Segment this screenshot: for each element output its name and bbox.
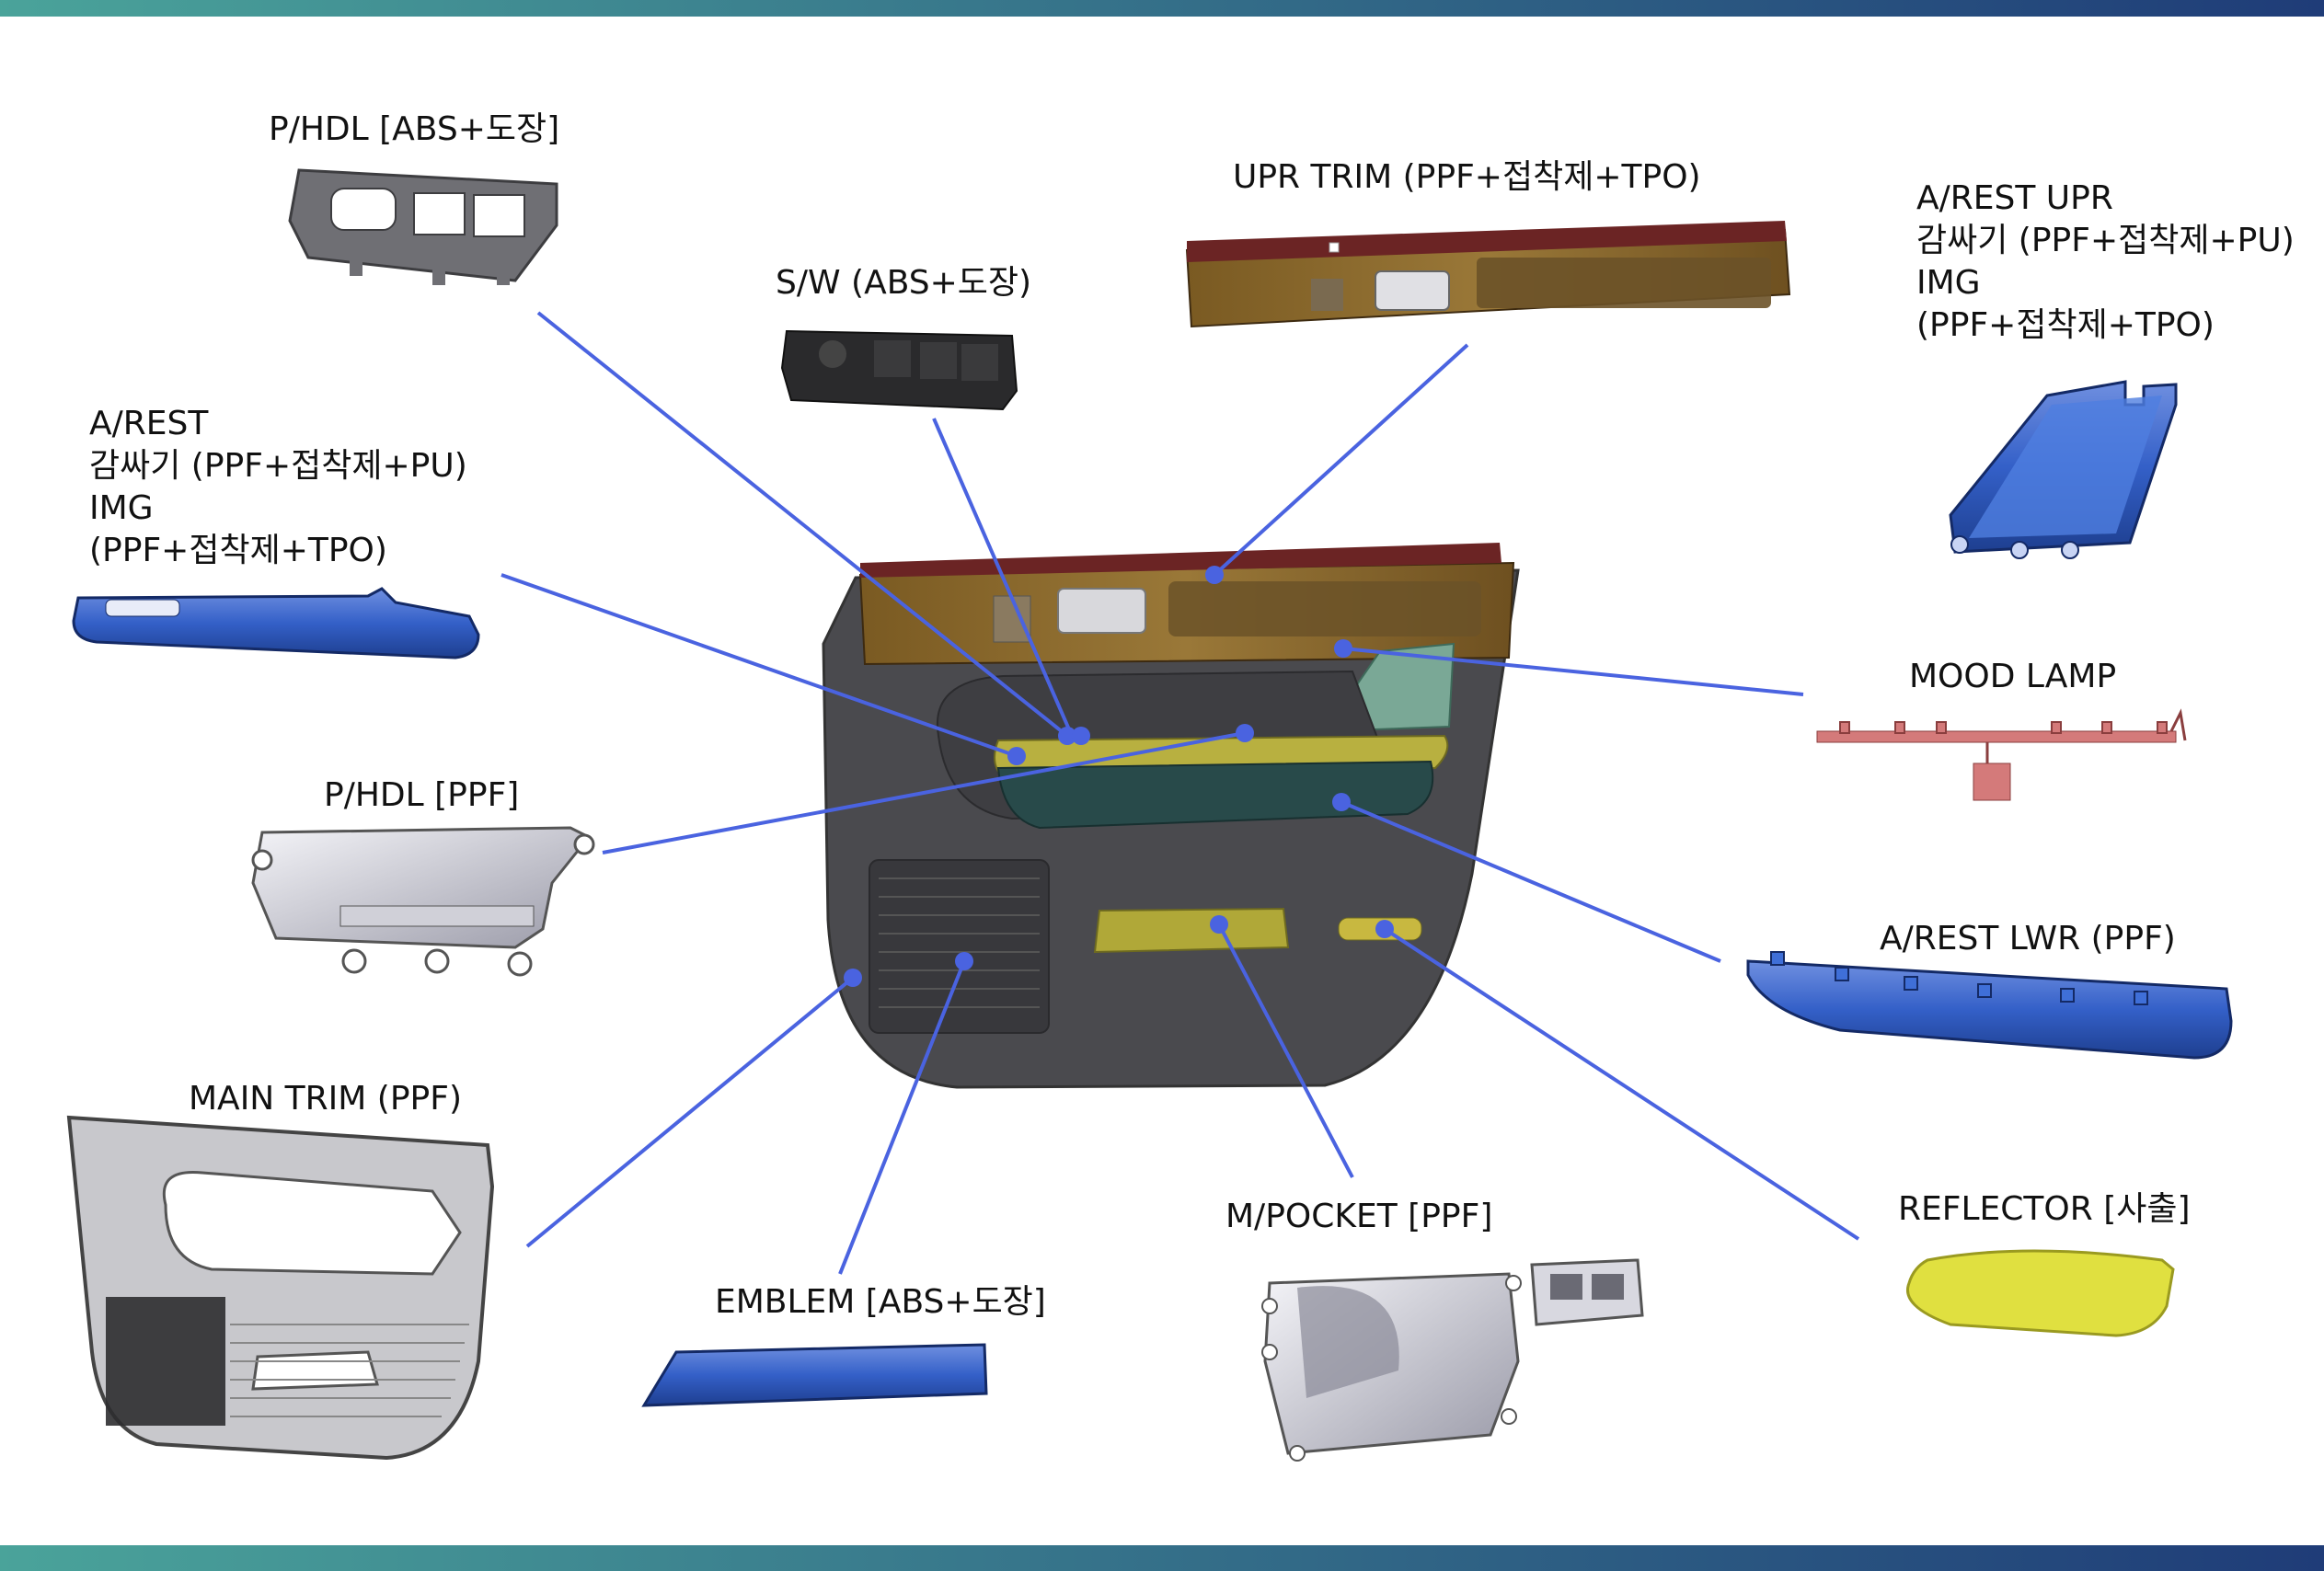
top-gradient-band [0, 0, 2324, 17]
reflector-part [1906, 1249, 2175, 1337]
upper-trim-pad [1168, 581, 1481, 636]
label-phdl-abs: P/HDL [ABS+도장] [269, 110, 560, 148]
leader-sw [932, 418, 1074, 737]
leader-phdl-abs [536, 311, 1069, 738]
label-reflector: REFLECTOR [사출] [1898, 1190, 2191, 1228]
label-arest-upr-line2: 감싸기 (PPF+접착제+PU) [1916, 222, 2295, 259]
map-pocket-yellow [1093, 907, 1290, 954]
phdl-ppf-part [251, 826, 595, 977]
leader-phdl-ppf [602, 731, 1246, 854]
upr-trim-part [1185, 221, 1791, 328]
leader-main-trim [525, 976, 855, 1248]
upper-trim-switch-box [993, 595, 1031, 643]
label-arest-lwr: A/REST LWR (PPF) [1880, 920, 2176, 958]
m-pocket-part [1261, 1258, 1644, 1462]
leader-arest-left [500, 573, 1018, 758]
bottom-gradient-band [0, 1545, 2324, 1571]
label-arest-left: A/REST 감싸기 (PPF+접착제+PU) IMG (PPF+접착제+TPO… [89, 403, 467, 572]
upper-trim-handle-recess [1057, 588, 1146, 634]
label-phdl-ppf: P/HDL [PPF] [324, 776, 520, 814]
label-sw: S/W (ABS+도장) [776, 264, 1032, 302]
leader-mood-lamp [1342, 647, 1804, 696]
arest-left-part [72, 587, 480, 659]
leader-emblem [838, 960, 966, 1275]
label-upr-trim: UPR TRIM (PPF+접착제+TPO) [1233, 158, 1701, 196]
label-arest-left-line3: IMG [89, 489, 154, 527]
label-arest-upr-line3: IMG [1916, 264, 1981, 302]
label-arest-left-line4: (PPF+접착제+TPO) [89, 532, 387, 569]
arest-lwr-part [1746, 951, 2233, 1060]
armrest-lower-teal [996, 760, 1434, 830]
leader-m-pocket [1217, 923, 1354, 1178]
upper-trim-maroon-edge [860, 543, 1501, 578]
label-arest-left-line2: 감싸기 (PPF+접착제+PU) [89, 447, 467, 485]
label-arest-upr-line1: A/REST UPR [1916, 179, 2113, 217]
leader-upr-trim [1213, 343, 1469, 577]
label-m-pocket: M/POCKET [PPF] [1225, 1198, 1493, 1235]
phdl-abs-part [288, 168, 558, 285]
label-mood-lamp: MOOD LAMP [1909, 658, 2117, 695]
leader-lines [500, 311, 1860, 1275]
label-arest-upr-line4: (PPF+접착제+TPO) [1916, 306, 2215, 344]
sw-part [780, 329, 1018, 411]
arest-upr-part [1949, 380, 2178, 559]
label-arest-left-line1: A/REST [89, 405, 209, 442]
emblem-part [641, 1343, 988, 1407]
leader-arest-lwr [1340, 800, 1721, 963]
label-emblem: EMBLEM [ABS+도장] [715, 1283, 1046, 1321]
mood-lamp-part [1816, 708, 2187, 801]
main-trim-part [66, 1115, 495, 1461]
label-arest-upr: A/REST UPR 감싸기 (PPF+접착제+PU) IMG (PPF+접착제… [1916, 178, 2295, 347]
leader-dots [844, 566, 1394, 987]
door-assembly [822, 543, 1520, 1089]
label-main-trim: MAIN TRIM (PPF) [189, 1080, 463, 1118]
leader-reflector [1383, 927, 1860, 1241]
